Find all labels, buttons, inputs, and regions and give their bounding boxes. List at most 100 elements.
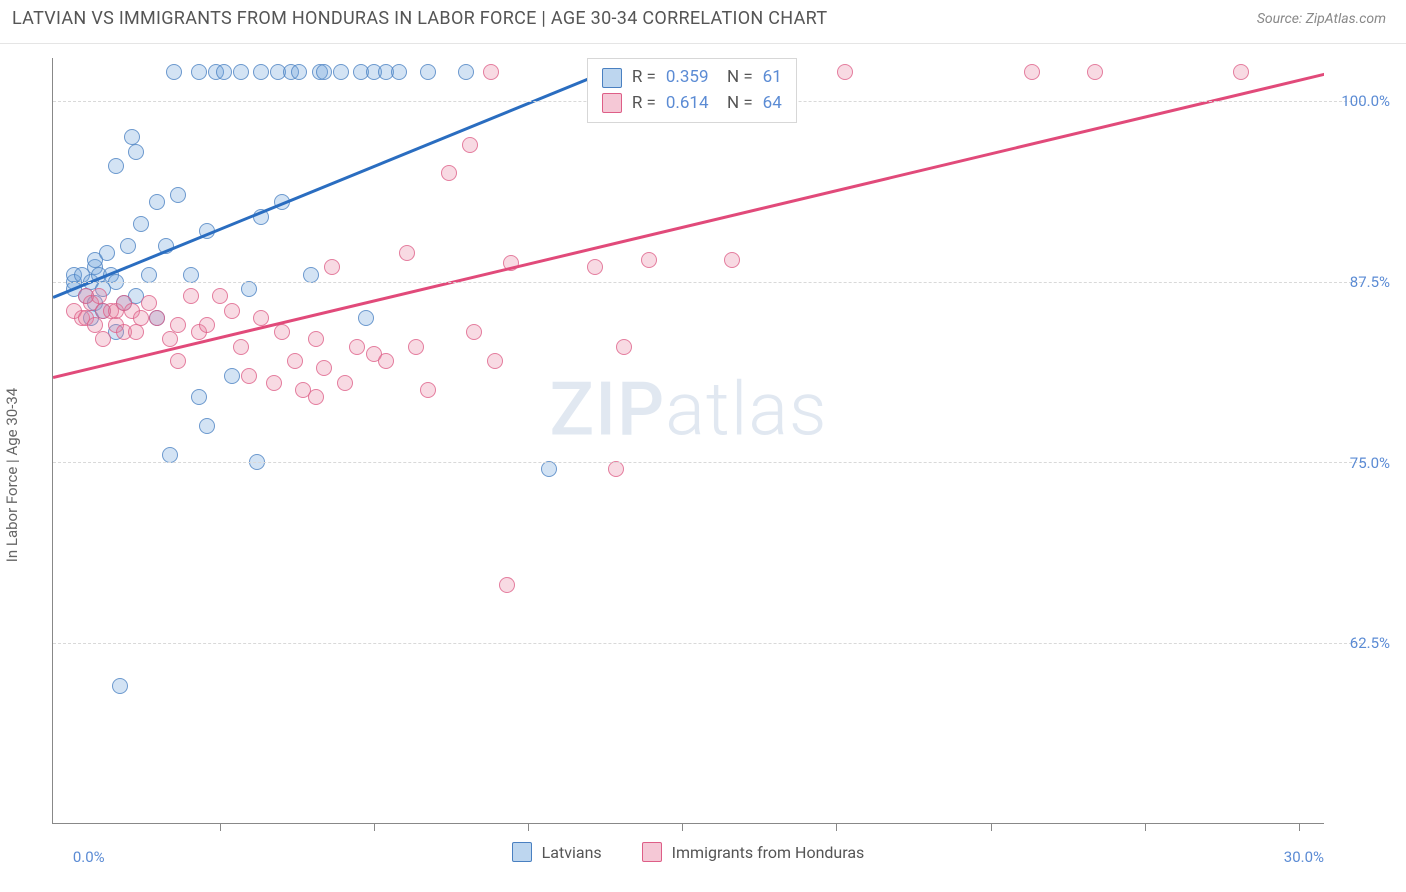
scatter-point-latvians — [166, 64, 182, 80]
scatter-point-latvians — [358, 310, 374, 326]
ytick-label: 87.5% — [1350, 273, 1390, 291]
legend-label: Immigrants from Honduras — [672, 843, 865, 862]
scatter-point-honduras — [95, 331, 111, 347]
scatter-point-honduras — [162, 331, 178, 347]
scatter-point-latvians — [316, 64, 332, 80]
scatter-point-honduras — [1233, 64, 1249, 80]
scatter-point-honduras — [199, 317, 215, 333]
stats-legend: R = 0.359 N = 61 R = 0.614 N = 64 — [587, 58, 797, 123]
stat-n-value: 61 — [763, 65, 782, 91]
stat-r-label: R = — [632, 65, 656, 91]
scatter-point-honduras — [608, 461, 624, 477]
scatter-point-honduras — [241, 368, 257, 384]
scatter-point-honduras — [316, 360, 332, 376]
swatch-blue — [602, 68, 622, 88]
xtick — [528, 823, 529, 831]
stat-r-value: 0.359 — [666, 65, 709, 91]
scatter-point-honduras — [274, 324, 290, 340]
scatter-point-honduras — [483, 64, 499, 80]
scatter-point-latvians — [141, 267, 157, 283]
xtick — [1145, 823, 1146, 831]
xtick — [1299, 823, 1300, 831]
scatter-point-latvians — [162, 447, 178, 463]
scatter-point-latvians — [133, 216, 149, 232]
scatter-point-honduras — [224, 303, 240, 319]
scatter-point-latvians — [108, 158, 124, 174]
scatter-point-honduras — [308, 331, 324, 347]
scatter-point-honduras — [408, 339, 424, 355]
scatter-point-latvians — [199, 418, 215, 434]
scatter-point-latvians — [224, 368, 240, 384]
gridline — [53, 462, 1362, 463]
stat-n-label: N = — [719, 91, 753, 117]
legend-label: Latvians — [542, 843, 602, 862]
scatter-point-latvians — [191, 64, 207, 80]
scatter-point-honduras — [337, 375, 353, 391]
scatter-point-latvians — [420, 64, 436, 80]
xtick — [991, 823, 992, 831]
scatter-point-honduras — [324, 259, 340, 275]
scatter-point-honduras — [233, 339, 249, 355]
scatter-point-latvians — [99, 245, 115, 261]
scatter-point-latvians — [191, 389, 207, 405]
scatter-point-honduras — [212, 288, 228, 304]
scatter-point-latvians — [170, 187, 186, 203]
scatter-point-honduras — [266, 375, 282, 391]
gridline — [53, 643, 1362, 644]
scatter-point-honduras — [1024, 64, 1040, 80]
scatter-point-honduras — [308, 389, 324, 405]
series-legend: Latvians Immigrants from Honduras — [52, 842, 1324, 862]
scatter-point-honduras — [141, 295, 157, 311]
scatter-point-latvians — [391, 64, 407, 80]
scatter-point-honduras — [724, 252, 740, 268]
scatter-point-honduras — [133, 310, 149, 326]
scatter-point-honduras — [499, 577, 515, 593]
scatter-point-honduras — [441, 165, 457, 181]
chart-title: LATVIAN VS IMMIGRANTS FROM HONDURAS IN L… — [12, 8, 827, 29]
scatter-point-honduras — [616, 339, 632, 355]
scatter-point-honduras — [641, 252, 657, 268]
legend-item-honduras: Immigrants from Honduras — [642, 842, 865, 862]
scatter-point-honduras — [87, 317, 103, 333]
swatch-blue — [512, 842, 532, 862]
xtick — [220, 823, 221, 831]
scatter-point-latvians — [303, 267, 319, 283]
swatch-pink — [642, 842, 662, 862]
scatter-point-latvians — [291, 64, 307, 80]
ytick-label: 75.0% — [1350, 454, 1390, 472]
scatter-point-honduras — [349, 339, 365, 355]
scatter-point-honduras — [587, 259, 603, 275]
scatter-point-honduras — [466, 324, 482, 340]
xtick — [836, 823, 837, 831]
scatter-point-latvians — [241, 281, 257, 297]
stat-r-value: 0.614 — [666, 91, 709, 117]
scatter-point-honduras — [149, 310, 165, 326]
scatter-point-latvians — [333, 64, 349, 80]
scatter-point-honduras — [253, 310, 269, 326]
scatter-point-latvians — [183, 267, 199, 283]
scatter-point-latvians — [541, 461, 557, 477]
scatter-point-latvians — [128, 144, 144, 160]
chart-area: In Labor Force | Age 30-34 ZIPatlas R = … — [12, 48, 1394, 884]
scatter-point-honduras — [378, 353, 394, 369]
scatter-point-honduras — [1087, 64, 1103, 80]
chart-header: LATVIAN VS IMMIGRANTS FROM HONDURAS IN L… — [0, 0, 1406, 44]
scatter-point-latvians — [120, 238, 136, 254]
plot-body — [53, 58, 1324, 823]
ytick-label: 62.5% — [1350, 634, 1390, 652]
gridline — [53, 282, 1362, 283]
scatter-point-latvians — [149, 194, 165, 210]
xtick — [374, 823, 375, 831]
scatter-point-latvians — [458, 64, 474, 80]
plot-area: ZIPatlas R = 0.359 N = 61 R = 0.614 N = … — [52, 58, 1324, 824]
stat-n-label: N = — [719, 65, 753, 91]
ytick-label: 100.0% — [1341, 92, 1390, 110]
scatter-point-latvians — [233, 64, 249, 80]
trendline-latvians — [53, 58, 637, 298]
yaxis-title: In Labor Force | Age 30-34 — [3, 388, 21, 562]
scatter-point-honduras — [170, 353, 186, 369]
legend-item-latvians: Latvians — [512, 842, 602, 862]
xtick — [682, 823, 683, 831]
source-attribution: Source: ZipAtlas.com — [1257, 11, 1386, 27]
scatter-point-honduras — [170, 317, 186, 333]
